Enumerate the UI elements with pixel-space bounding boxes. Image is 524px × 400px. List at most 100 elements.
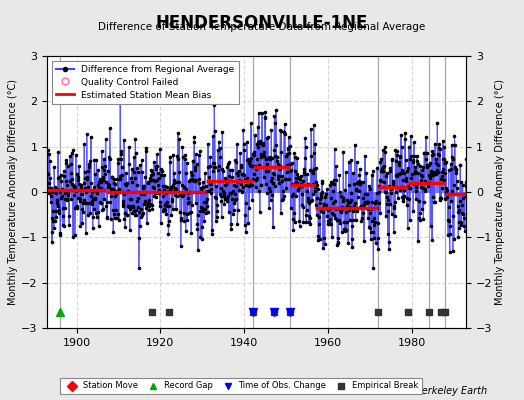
Point [196,204,205,210]
Point [48,238,56,245]
Point [222,176,230,183]
Point [219,193,227,200]
Point [343,197,352,203]
Point [56,230,64,236]
Point [245,158,254,164]
Point [99,206,107,212]
Point [78,220,86,226]
Point [434,168,442,175]
Point [265,204,274,211]
Point [119,191,128,198]
Point [145,175,154,181]
Point [134,169,142,175]
Point [377,178,385,184]
Point [454,206,463,213]
Point [305,221,314,228]
Point [125,161,134,167]
Point [405,185,413,191]
Point [277,149,285,156]
Point [318,189,326,195]
Point [275,173,283,180]
Point [305,213,313,220]
Point [436,176,445,182]
Point [354,180,363,187]
Point [201,206,210,212]
Point [333,217,341,224]
Point [146,201,155,207]
Point [127,179,136,186]
Point [373,190,381,196]
Point [173,179,181,185]
Point [441,170,449,176]
Point [133,181,141,188]
Point [214,146,222,153]
Point [434,151,443,158]
Point [342,169,350,176]
Point [337,193,345,199]
Point [388,180,397,186]
Point [429,172,437,178]
Point [275,180,283,186]
Point [193,161,201,167]
Point [217,185,225,191]
Point [92,157,101,163]
Point [354,178,362,185]
Point [51,184,59,190]
Point [225,173,234,179]
Point [426,175,434,182]
Point [339,149,347,155]
Point [234,179,243,185]
Point [293,170,302,177]
Point [334,235,343,242]
Point [424,183,432,189]
Point [98,206,106,213]
Point [339,198,347,204]
Point [435,152,444,158]
Point [347,157,355,163]
Point [397,132,405,138]
Point [102,178,110,185]
Point [223,160,232,167]
Point [165,218,173,224]
Point [122,170,130,177]
Point [442,189,450,195]
Point [62,160,70,166]
Point [229,187,237,194]
Point [319,244,327,251]
Point [447,142,456,148]
Point [429,151,438,157]
Point [193,221,201,227]
Point [207,190,215,196]
Point [439,166,447,172]
Point [91,195,99,202]
Point [271,153,279,160]
Point [64,190,72,196]
Point [438,172,446,179]
Point [407,152,416,159]
Point [163,199,171,205]
Point [63,196,71,203]
Point [230,206,238,213]
Point [155,190,163,196]
Point [238,170,246,177]
Point [433,167,441,173]
Point [195,152,203,158]
Point [66,178,74,184]
Point [438,184,446,191]
Point [403,202,411,208]
Point [427,170,435,177]
Point [190,134,199,140]
Point [245,204,254,211]
Point [325,206,333,212]
Point [406,156,414,162]
Point [68,176,77,182]
Point [417,177,425,184]
Point [202,210,211,216]
Point [165,231,173,237]
Point [461,192,469,199]
Point [143,179,151,186]
Point [453,185,461,191]
Point [132,149,140,156]
Point [222,198,231,204]
Point [135,235,143,241]
